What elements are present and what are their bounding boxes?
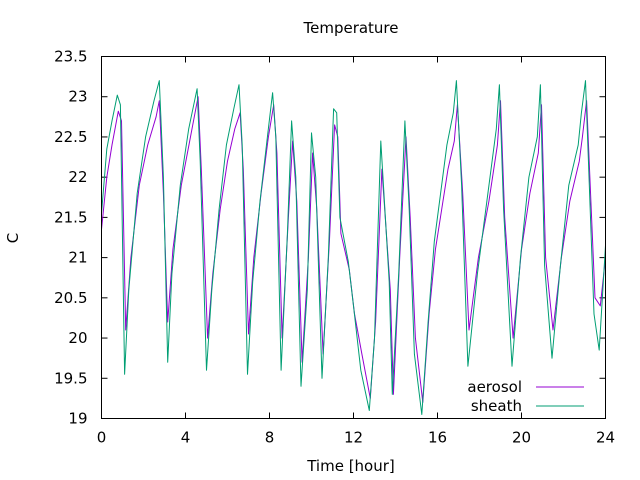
x-tick-label: 12	[344, 429, 363, 447]
plot-frame	[101, 56, 606, 419]
x-axis-label: Time [hour]	[306, 457, 395, 475]
legend-label-aerosol: aerosol	[467, 378, 522, 396]
y-tick-label: 20.5	[54, 289, 87, 307]
y-tick-label: 20	[68, 329, 87, 347]
x-tick-label: 24	[596, 429, 615, 447]
y-tick-label: 23	[68, 88, 87, 106]
y-tick-label: 22.5	[54, 128, 87, 146]
y-axis-label: C	[4, 233, 22, 243]
y-tick-label: 21.5	[54, 208, 87, 226]
y-tick-label: 21	[68, 249, 87, 267]
x-tick-label: 16	[428, 429, 447, 447]
y-tick-label: 19.5	[54, 369, 87, 387]
x-tick-label: 4	[181, 429, 191, 447]
series-line-sheath	[101, 80, 606, 415]
axis-ticks: 0 4 8 12 16 20 24 19 19.5 20 20.5 21 21.5 22 22.5 23 23.…	[54, 48, 615, 447]
chart-title: Temperature	[302, 19, 398, 37]
series-layer	[101, 80, 606, 415]
x-tick-label: 0	[97, 429, 107, 447]
series-line-aerosol	[101, 96, 606, 403]
y-tick-label: 22	[68, 168, 87, 186]
y-tick-label: 23.5	[54, 48, 87, 66]
y-tick-label: 19	[68, 410, 87, 428]
x-tick-label: 8	[265, 429, 275, 447]
legend-label-sheath: sheath	[471, 397, 522, 415]
x-tick-label: 20	[512, 429, 531, 447]
